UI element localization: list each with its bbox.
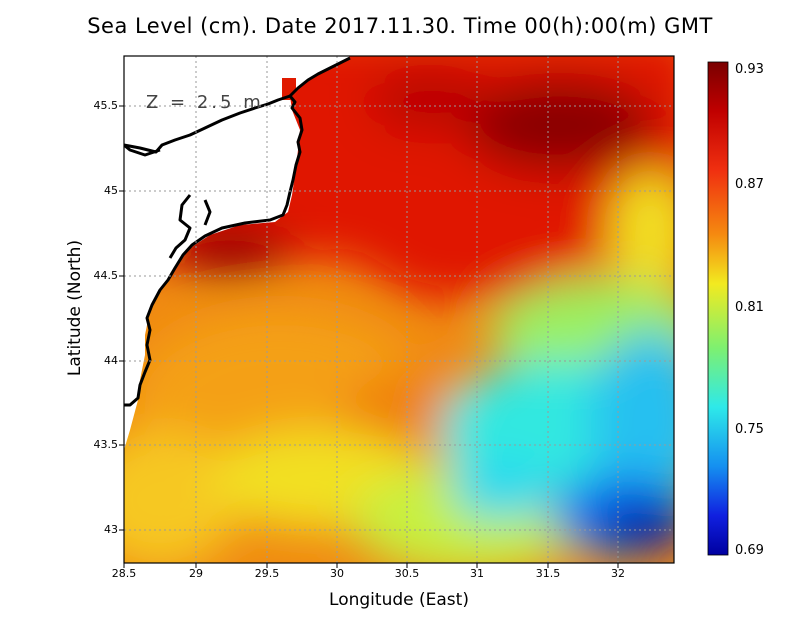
y-tick-label: 43 [104,523,118,536]
y-tick-label: 45.5 [93,99,119,112]
y-tick-label: 44 [104,354,118,367]
x-tick-label: 31 [470,567,484,580]
sea-level-field [124,56,674,563]
x-tick-label: 28.5 [111,567,137,580]
colorbar-tick-label: 0.81 [735,300,764,315]
colorbar-tick-label: 0.93 [735,62,764,77]
x-axis-label: Longitude (East) [329,590,469,610]
x-tick-label: 30 [330,567,344,580]
gridlines [124,56,674,563]
y-axis-label: Latitude (North) [65,239,85,377]
depth-annotation: Z = 2.5 m [146,92,264,113]
tick-marks [119,105,619,568]
colorbar-tick-label: 0.75 [735,422,764,437]
colorbar-tick-label: 0.87 [735,177,764,192]
x-tick-label: 31.5 [535,567,561,580]
colorbar [707,61,729,556]
x-tick-label: 32 [611,567,625,580]
x-tick-label: 29.5 [254,567,280,580]
x-tick-label: 30.5 [394,567,420,580]
map-title: Sea Level (cm). Date 2017.11.30. Time 00… [87,14,713,38]
y-tick-label: 44.5 [93,269,119,282]
x-tick-label: 29 [189,567,203,580]
y-tick-label: 43.5 [93,438,119,451]
plot-frame [123,55,675,564]
coastline [124,56,351,407]
colorbar-tick-label: 0.69 [735,543,764,558]
y-tick-label: 45 [104,184,118,197]
